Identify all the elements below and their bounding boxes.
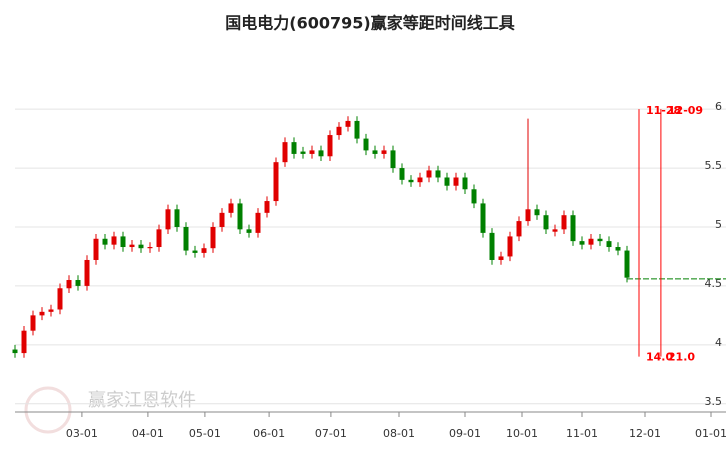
candle-body xyxy=(534,209,540,216)
logo-ring xyxy=(24,386,72,434)
x-tick-label: 04-01 xyxy=(132,427,164,440)
candle-body xyxy=(174,209,180,227)
candle-body xyxy=(327,135,333,157)
candle-body xyxy=(300,151,306,154)
candle-body xyxy=(444,177,450,186)
candle-body xyxy=(354,120,360,139)
candle-body xyxy=(489,232,495,260)
candle-body xyxy=(165,209,171,230)
candle-body xyxy=(579,241,585,245)
x-tick-label: 11-01 xyxy=(566,427,598,440)
candle-body xyxy=(192,250,198,253)
watermark: 赢家江恩软件 xyxy=(88,389,196,411)
candle-body xyxy=(228,203,234,213)
candle-body xyxy=(435,170,441,178)
candle-body xyxy=(345,120,351,127)
candle-body xyxy=(399,168,405,180)
candle-body xyxy=(75,280,81,286)
candle-body xyxy=(336,126,342,136)
candle-body xyxy=(606,241,612,248)
x-tick-label: 07-01 xyxy=(315,427,347,440)
candle-body xyxy=(183,226,189,251)
candle-body xyxy=(102,238,108,245)
candle-body xyxy=(48,309,54,312)
y-tick-label: 4 xyxy=(715,336,722,349)
x-tick-label: 05-01 xyxy=(189,427,221,440)
candle-body xyxy=(57,288,63,310)
candle-body xyxy=(570,215,576,242)
candle-body xyxy=(588,238,594,245)
candle-body xyxy=(210,226,216,249)
candle-body xyxy=(516,221,522,237)
candle-body xyxy=(111,236,117,245)
candle-body xyxy=(237,203,243,230)
candle-body xyxy=(21,330,27,354)
candle-body xyxy=(147,247,153,249)
candle-body xyxy=(624,250,630,278)
candle-body xyxy=(390,150,396,169)
candle-body xyxy=(597,238,603,242)
candle-body xyxy=(201,248,207,253)
candle-body xyxy=(462,177,468,190)
candle-body xyxy=(282,142,288,163)
candle-body xyxy=(363,138,369,151)
x-tick-label: 03-01 xyxy=(66,427,98,440)
x-tick-label: 01-01 xyxy=(695,427,726,440)
candle-body xyxy=(507,236,513,257)
candle-body xyxy=(264,201,270,213)
x-tick-label: 08-01 xyxy=(383,427,415,440)
candle-body xyxy=(552,229,558,232)
y-tick-label: 3.5 xyxy=(705,395,723,408)
time-line-count: 14.0 xyxy=(646,351,673,364)
candle-body xyxy=(561,215,567,230)
candle-body xyxy=(120,236,126,248)
time-line-count: 21.0 xyxy=(668,351,695,364)
candle-body xyxy=(39,311,45,316)
candle-body xyxy=(66,280,72,289)
y-tick-label: 6 xyxy=(715,100,722,113)
time-line-date: 11-28 xyxy=(646,104,681,117)
candle-body xyxy=(12,349,18,354)
y-tick-label: 5 xyxy=(715,218,722,231)
candle-body xyxy=(453,177,459,186)
candle-body xyxy=(372,150,378,154)
candle-body xyxy=(93,238,99,260)
candle-body xyxy=(309,150,315,154)
candle-body xyxy=(525,209,531,222)
candle-body xyxy=(219,212,225,227)
candle-body xyxy=(255,212,261,233)
candle-body xyxy=(426,170,432,178)
candle-body xyxy=(480,203,486,233)
candle-body xyxy=(156,229,162,248)
y-tick-label: 5.5 xyxy=(705,159,723,172)
candle-body xyxy=(498,256,504,260)
candle-body xyxy=(84,259,90,286)
candle-body xyxy=(129,244,135,248)
candle-body xyxy=(381,150,387,154)
x-tick-label: 12-01 xyxy=(629,427,661,440)
candle-body xyxy=(246,229,252,233)
chart-title: 国电电力(600795)赢家等距时间线工具 xyxy=(225,14,514,33)
candle-body xyxy=(471,189,477,204)
candle-body xyxy=(615,247,621,251)
candle-body xyxy=(273,162,279,202)
x-tick-label: 09-01 xyxy=(449,427,481,440)
candle-body xyxy=(408,179,414,183)
x-tick-label: 06-01 xyxy=(253,427,285,440)
candle-body xyxy=(543,215,549,230)
candle-body xyxy=(417,177,423,183)
y-tick-label: 4.5 xyxy=(705,277,723,290)
time-line-date: 12-09 xyxy=(668,104,703,117)
candle-body xyxy=(138,244,144,249)
watermark-logo xyxy=(24,386,72,434)
x-tick-label: 10-01 xyxy=(506,427,538,440)
candle-body xyxy=(291,142,297,154)
candle-body xyxy=(318,150,324,157)
candle-body xyxy=(30,315,36,331)
